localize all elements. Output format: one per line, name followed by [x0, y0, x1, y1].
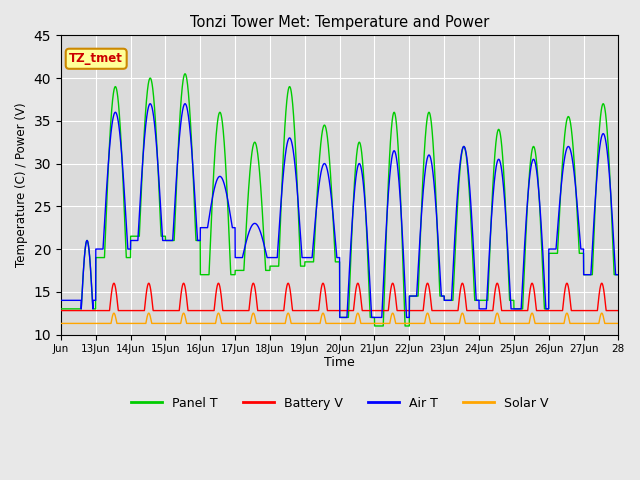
Air T: [228, 224, 236, 230]
Panel T: [371, 323, 378, 329]
Battery V: [202, 308, 209, 313]
Air T: [543, 306, 551, 312]
Battery V: [307, 308, 315, 313]
Solar V: [307, 321, 315, 326]
Solar V: [202, 321, 209, 326]
Line: Battery V: Battery V: [61, 283, 618, 311]
Panel T: [202, 272, 209, 277]
Air T: [77, 298, 84, 303]
Panel T: [181, 71, 189, 77]
Panel T: [614, 272, 622, 277]
Battery V: [77, 308, 84, 313]
Line: Panel T: Panel T: [61, 74, 618, 326]
Battery V: [228, 308, 236, 313]
Panel T: [307, 259, 315, 265]
Air T: [57, 298, 65, 303]
Y-axis label: Temperature (C) / Power (V): Temperature (C) / Power (V): [15, 103, 28, 267]
Panel T: [77, 306, 84, 312]
Bar: [61, 36, 618, 335]
Panel T: [543, 306, 551, 312]
Panel T: [57, 306, 65, 312]
Solar V: [614, 321, 622, 326]
Title: Tonzi Tower Met: Temperature and Power: Tonzi Tower Met: Temperature and Power: [190, 15, 489, 30]
Battery V: [543, 308, 551, 313]
Air T: [336, 314, 344, 320]
Air T: [614, 272, 622, 277]
Text: TZ_tmet: TZ_tmet: [69, 52, 123, 65]
Legend: Panel T, Battery V, Air T, Solar V: Panel T, Battery V, Air T, Solar V: [125, 392, 554, 415]
Air T: [147, 101, 154, 107]
Solar V: [543, 321, 551, 326]
X-axis label: Time: Time: [324, 356, 355, 369]
Air T: [476, 306, 484, 312]
Solar V: [57, 321, 65, 326]
Battery V: [110, 280, 118, 286]
Air T: [307, 255, 315, 261]
Solar V: [110, 310, 118, 316]
Solar V: [476, 321, 483, 326]
Line: Air T: Air T: [61, 104, 618, 317]
Solar V: [77, 321, 84, 326]
Panel T: [476, 298, 484, 303]
Battery V: [57, 308, 65, 313]
Battery V: [476, 308, 483, 313]
Battery V: [614, 308, 622, 313]
Solar V: [228, 321, 236, 326]
Panel T: [228, 272, 236, 277]
Line: Solar V: Solar V: [61, 313, 618, 324]
Air T: [202, 225, 209, 230]
